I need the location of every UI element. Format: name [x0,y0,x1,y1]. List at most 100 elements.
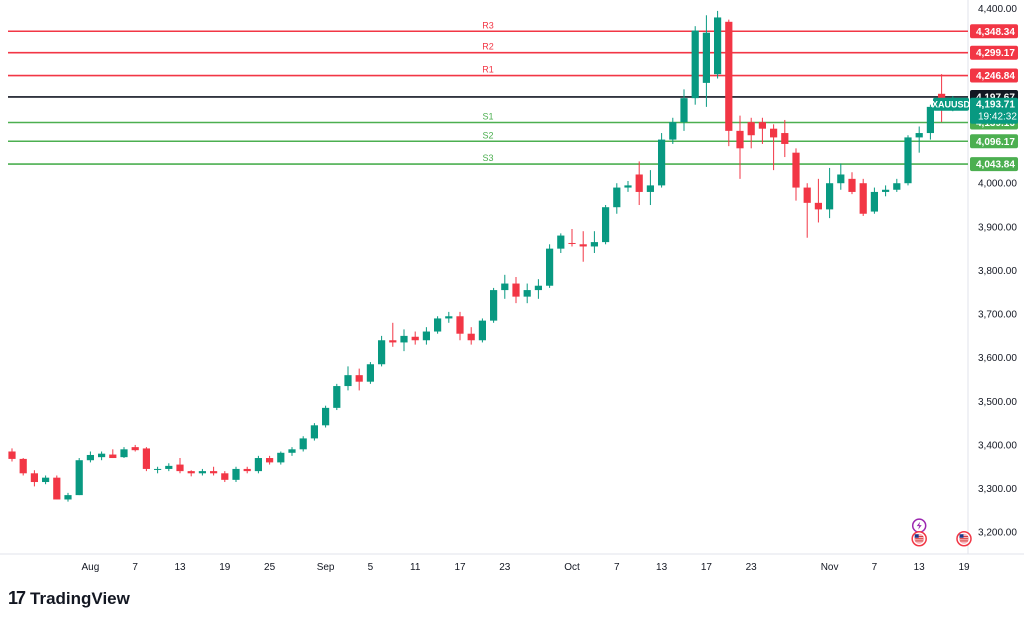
us-flag-icon[interactable] [911,530,927,547]
candle[interactable] [389,322,397,347]
candle[interactable] [142,447,150,472]
tradingview-logo[interactable]: 17 TradingView [8,588,130,609]
candle[interactable] [131,444,139,452]
candle[interactable] [613,183,621,214]
candle[interactable] [781,119,789,158]
candle[interactable] [176,458,184,474]
candle[interactable] [86,451,94,463]
candle[interactable] [355,368,363,391]
candle[interactable] [803,183,811,238]
candle[interactable] [400,329,408,352]
candle[interactable] [691,26,699,105]
candle[interactable] [848,172,856,195]
candle-body [613,187,621,208]
candle[interactable] [579,231,587,262]
candle[interactable] [490,287,498,323]
candles[interactable] [8,10,957,502]
candle[interactable] [187,470,195,477]
candle[interactable] [366,362,374,384]
candle[interactable] [635,161,643,206]
candle[interactable] [154,466,162,474]
candle-body [299,438,307,450]
candle[interactable] [64,492,72,502]
candle[interactable] [568,229,576,247]
candle[interactable] [299,436,307,452]
time-axis[interactable]: Aug 7 13 19 25 Sep 5 11 17 23 Oct 7 13 17 23 Nov 7 13 19 [82,562,970,573]
candle-body [814,202,822,210]
candle[interactable] [680,89,688,131]
candle[interactable] [557,233,565,254]
candle[interactable] [75,458,83,496]
candle-body [42,477,50,483]
candle[interactable] [736,115,744,179]
candle[interactable] [322,405,330,428]
candle[interactable] [288,447,296,456]
candle[interactable] [456,311,464,341]
candle[interactable] [98,451,106,461]
candle[interactable] [254,455,262,474]
candle[interactable] [411,331,419,345]
candle[interactable] [870,187,878,214]
candle[interactable] [434,316,442,334]
candle[interactable] [478,318,486,343]
candle[interactable] [42,475,50,485]
us-flag-icon[interactable] [956,530,972,547]
candle[interactable] [747,117,755,149]
level-tag-s2 [970,134,1018,149]
y-tick-label: 3,900.00 [978,222,1017,233]
lightning-icon[interactable] [911,518,927,533]
candle[interactable] [602,205,610,245]
candle[interactable] [646,170,654,206]
candle[interactable] [702,15,710,107]
candle[interactable] [221,471,229,483]
candle[interactable] [926,104,934,140]
candle[interactable] [915,126,923,153]
symbol-tag-text: XAUUSD [932,100,971,110]
candle[interactable] [814,178,822,223]
candle[interactable] [277,451,285,465]
candle[interactable] [837,163,845,190]
candle[interactable] [30,470,38,487]
candle[interactable] [882,185,890,197]
candle[interactable] [512,277,520,304]
candle[interactable] [523,283,531,304]
candle[interactable] [445,311,453,323]
candle[interactable] [714,10,722,79]
candle[interactable] [53,475,61,500]
candle[interactable] [826,167,834,219]
candle[interactable] [378,335,386,367]
candle[interactable] [546,244,554,288]
candle[interactable] [658,133,666,188]
candle[interactable] [725,19,733,147]
candle[interactable] [210,466,218,476]
candle[interactable] [422,327,430,345]
candle[interactable] [266,455,274,465]
candle[interactable] [669,117,677,144]
candle[interactable] [165,463,173,472]
candle[interactable] [893,178,901,192]
candle[interactable] [534,279,542,299]
candle-body [893,183,901,190]
candle[interactable] [904,135,912,186]
candle[interactable] [8,448,16,462]
event-markers[interactable] [911,518,972,547]
candle[interactable] [758,117,766,144]
price-axis[interactable]: 3,200.00 3,300.00 3,400.00 3,500.00 3,600.00… [978,4,1017,538]
candle[interactable] [624,181,632,192]
candle[interactable] [770,124,778,171]
candle[interactable] [232,466,240,483]
candle[interactable] [590,231,598,254]
candle[interactable] [859,178,867,216]
candle[interactable] [198,468,206,476]
candle[interactable] [310,423,318,441]
candle[interactable] [333,383,341,411]
candle[interactable] [344,366,352,391]
candle[interactable] [501,274,509,299]
candle[interactable] [109,449,117,459]
candle[interactable] [120,447,128,459]
candle[interactable] [19,458,27,476]
candle[interactable] [467,327,475,345]
candle[interactable] [792,148,800,201]
candle[interactable] [243,466,251,474]
